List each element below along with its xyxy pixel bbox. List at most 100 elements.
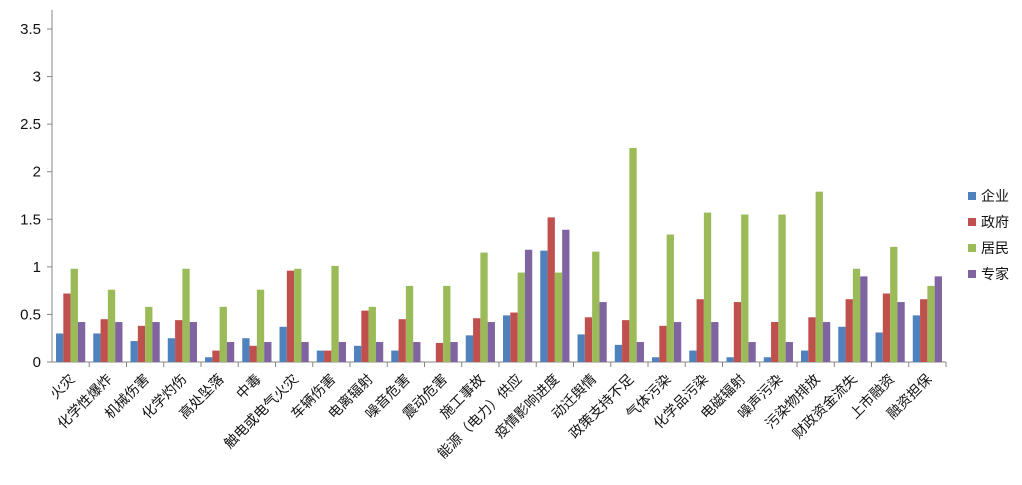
legend-swatch [968, 244, 976, 252]
bar-1-2 [93, 333, 101, 362]
bar-3-8 [331, 265, 339, 362]
bar-1-16 [614, 344, 623, 362]
x-category-label: 政策支持不足 [566, 371, 637, 442]
bar-3-22 [852, 268, 861, 362]
bar-1-17 [652, 357, 660, 362]
bar-3-11 [443, 285, 451, 362]
bar-3-15 [592, 251, 600, 362]
x-category-label: 火灾 [47, 371, 79, 403]
bar-1-8 [316, 350, 325, 362]
legend-label: 企业 [981, 188, 1009, 205]
bar-4-16 [636, 342, 644, 362]
y-tick-label: 1 [33, 259, 41, 276]
bar-2-2 [100, 319, 108, 362]
bar-2-8 [324, 350, 332, 362]
y-axis-ticks: 0 0.5 1 1.5 2 2.5 3 3.5 [20, 21, 52, 371]
x-category-label: 中毒 [234, 372, 265, 403]
bar-4-20 [785, 342, 793, 362]
bar-4-10 [413, 342, 421, 362]
bar-1-19 [726, 357, 734, 362]
y-tick-label: 2.5 [20, 116, 41, 133]
y-tick-label: 1.5 [20, 211, 41, 228]
bar-4-1 [77, 322, 86, 362]
bar-3-16 [629, 147, 637, 362]
bar-3-10 [405, 285, 414, 362]
bar-1-22 [838, 326, 846, 362]
bar-4-8 [338, 342, 346, 362]
bar-4-4 [189, 322, 197, 362]
bar-4-19 [748, 342, 756, 362]
bar-4-22 [860, 276, 868, 362]
bar-1-12 [465, 335, 474, 362]
bar-1-18 [689, 350, 697, 362]
bar-2-17 [659, 325, 667, 362]
bar-3-19 [741, 214, 749, 362]
bar-3-4 [182, 268, 190, 362]
bar-2-24 [920, 299, 928, 362]
legend-label: 居民 [981, 241, 1009, 257]
bar-3-6 [256, 289, 265, 362]
bar-1-1 [56, 333, 64, 362]
bar-2-3 [137, 325, 146, 362]
bar-1-15 [577, 334, 585, 362]
bar-4-9 [375, 342, 384, 362]
legend-label: 专家 [981, 266, 1009, 283]
bar-2-19 [733, 302, 742, 362]
bar-1-4 [167, 338, 176, 362]
bar-4-5 [226, 342, 235, 362]
bar-4-17 [673, 322, 682, 362]
bar-4-13 [524, 249, 533, 362]
bar-2-9 [361, 310, 369, 362]
bar-2-23 [882, 293, 891, 362]
legend-swatch [968, 270, 976, 278]
bar-2-11 [435, 342, 444, 362]
bar-1-5 [205, 357, 213, 362]
y-tick-label: 0 [33, 354, 41, 371]
bar-4-21 [822, 322, 831, 362]
bar-1-3 [130, 341, 138, 362]
bar-2-1 [63, 293, 71, 362]
bar-2-5 [212, 350, 220, 362]
bar-1-7 [279, 326, 287, 362]
bar-3-20 [778, 214, 786, 362]
bar-3-24 [927, 285, 935, 362]
bar-2-15 [584, 317, 593, 362]
bar-3-9 [368, 306, 376, 362]
bar-3-23 [890, 246, 898, 362]
bar-4-12 [487, 322, 495, 362]
bar-1-13 [503, 315, 511, 362]
bar-4-18 [711, 322, 719, 362]
bar-2-6 [249, 345, 257, 362]
legend-swatch [968, 218, 976, 226]
bar-3-1 [70, 268, 78, 362]
bar-1-20 [763, 357, 772, 362]
bar-4-7 [301, 342, 309, 362]
bar-2-18 [696, 299, 704, 362]
y-tick-label: 3.5 [20, 21, 41, 38]
bar-4-3 [152, 322, 160, 362]
bar-2-10 [398, 319, 406, 362]
bar-2-7 [286, 270, 295, 362]
bar-3-17 [666, 234, 674, 362]
legend-label: 政府 [981, 215, 1009, 231]
bar-2-16 [622, 320, 630, 362]
bar-4-14 [562, 229, 570, 362]
bar-1-9 [354, 345, 362, 362]
bar-4-11 [450, 342, 458, 362]
bars [56, 147, 942, 362]
bar-1-23 [875, 332, 883, 362]
bar-3-5 [219, 306, 227, 362]
bar-2-22 [845, 299, 853, 362]
bar-1-6 [242, 338, 250, 362]
bar-3-2 [107, 289, 116, 362]
bar-2-14 [547, 217, 555, 362]
bar-3-18 [703, 212, 712, 362]
bar-1-24 [912, 315, 921, 362]
bar-3-7 [294, 268, 302, 362]
bar-3-21 [815, 191, 823, 362]
bar-2-20 [771, 322, 779, 362]
bar-4-23 [897, 302, 905, 362]
